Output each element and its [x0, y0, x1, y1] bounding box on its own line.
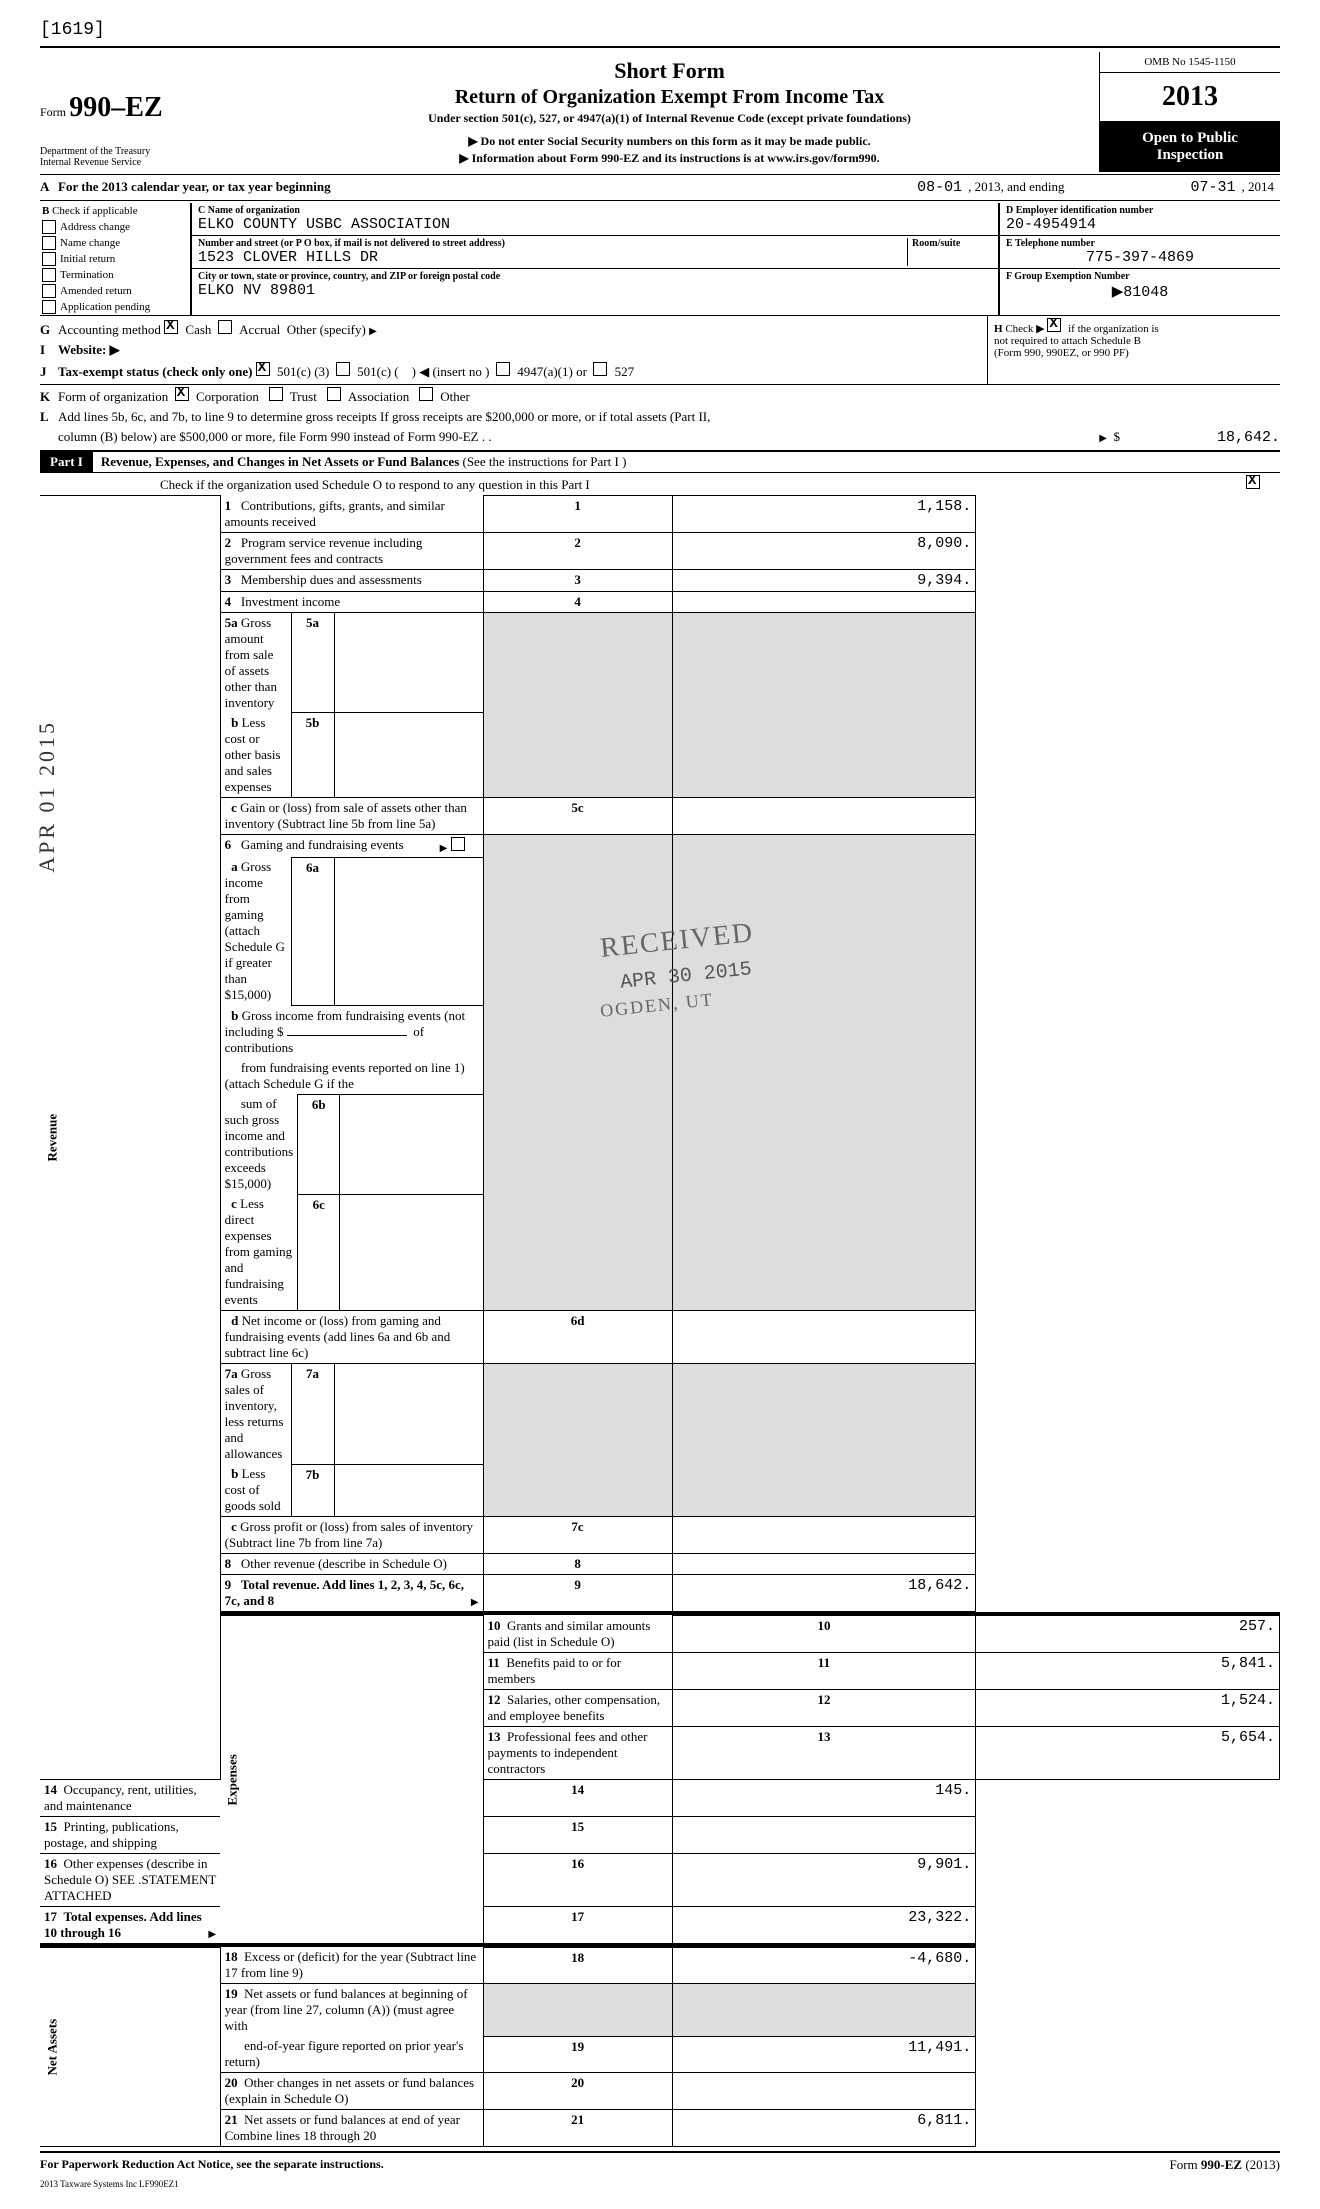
val-6d — [672, 1311, 976, 1364]
line-l-value: 18,642. — [1120, 429, 1280, 446]
val-4 — [672, 591, 976, 612]
header-left: Form 990–EZ Department of the Treasury I… — [40, 52, 240, 172]
chk-527[interactable] — [593, 362, 607, 376]
val-11: 5,841. — [976, 1652, 1280, 1689]
val-18: -4,680. — [672, 1947, 976, 1984]
section-def: D Employer identification number 20-4954… — [999, 203, 1280, 315]
financial-table: Revenue 1 Contributions, gifts, grants, … — [40, 495, 1280, 2147]
val-12: 1,524. — [976, 1689, 1280, 1726]
tax-year-begin: 08-01 — [917, 179, 962, 196]
line-l: L Add lines 5b, 6c, and 7b, to line 9 to… — [40, 407, 1280, 427]
val-3: 9,394. — [672, 569, 976, 591]
subtitle: Under section 501(c), 527, or 4947(a)(1)… — [244, 111, 1095, 126]
form-header: Form 990–EZ Department of the Treasury I… — [40, 52, 1280, 172]
open-to-public: Open to Public Inspection — [1100, 122, 1280, 172]
side-revenue: Revenue — [40, 496, 220, 1780]
chk-accrual[interactable] — [218, 320, 232, 334]
val-9: 18,642. — [672, 1575, 976, 1612]
section-c: C Name of organization ELKO COUNTY USBC … — [191, 203, 999, 315]
chk-initial-return[interactable] — [42, 252, 56, 266]
form-number: 990–EZ — [69, 92, 162, 123]
room-suite-label: Room/suite — [907, 238, 992, 266]
val-7c — [672, 1517, 976, 1554]
chk-app-pending[interactable] — [42, 300, 56, 314]
chk-trust[interactable] — [269, 387, 283, 401]
tax-year: 2013 — [1100, 73, 1280, 122]
val-5c — [672, 797, 976, 834]
chk-h[interactable] — [1047, 318, 1061, 332]
chk-other[interactable] — [419, 387, 433, 401]
omb-number: OMB No 1545-1150 — [1100, 52, 1280, 73]
info-block: B Check if applicable Address change Nam… — [40, 203, 1280, 315]
line-g: G Accounting method Cash Accrual Other (… — [40, 318, 987, 340]
chk-6[interactable] — [451, 837, 465, 851]
footer-tiny: 2013 Taxware Systems Inc LF990EZ1 — [40, 2179, 1280, 2189]
side-netassets: Net Assets — [40, 1947, 220, 2147]
section-b: B Check if applicable Address change Nam… — [40, 203, 191, 315]
side-expenses: Expenses — [220, 1616, 483, 1944]
header-center: Short Form Return of Organization Exempt… — [240, 52, 1099, 172]
chk-501c3[interactable] — [256, 362, 270, 376]
form-990ez-page: [1619] Form 990–EZ Department of the Tre… — [40, 20, 1280, 2189]
ein: 20-4954914 — [1006, 216, 1274, 233]
header-right: OMB No 1545-1150 2013 Open to Public Ins… — [1099, 52, 1280, 172]
telephone: 775-397-4869 — [1006, 249, 1274, 266]
val-20 — [672, 2073, 976, 2110]
line-a: A For the 2013 calendar year, or tax yea… — [40, 177, 1280, 198]
line-k: K Form of organization Corporation Trust… — [40, 384, 1280, 407]
chk-schedO[interactable] — [1246, 475, 1260, 489]
chk-termination[interactable] — [42, 268, 56, 282]
part1-header: Part I Revenue, Expenses, and Changes in… — [40, 450, 1280, 473]
footer: For Paperwork Reduction Act Notice, see … — [40, 2157, 1280, 2173]
chk-corp[interactable] — [175, 387, 189, 401]
instr-info: ▶ Information about Form 990-EZ and its … — [244, 151, 1095, 166]
org-name: ELKO COUNTY USBC ASSOCIATION — [198, 216, 992, 233]
line-j: J Tax-exempt status (check only one) 501… — [40, 360, 987, 382]
val-8 — [672, 1554, 976, 1575]
org-street: 1523 CLOVER HILLS DR — [198, 249, 907, 266]
chk-cash[interactable] — [164, 320, 178, 334]
chk-501c[interactable] — [336, 362, 350, 376]
val-1: 1,158. — [672, 496, 976, 533]
footer-right: Form 990-EZ (2013) — [1169, 2157, 1280, 2173]
section-h: H Check ▶ if the organization is not req… — [987, 316, 1280, 384]
title-return: Return of Organization Exempt From Incom… — [244, 86, 1095, 109]
val-16: 9,901. — [672, 1853, 976, 1906]
part1-schedO: Check if the organization used Schedule … — [40, 473, 1280, 495]
tax-year-end: 07-31 — [1190, 179, 1235, 196]
line-i: I Website: ▶ — [40, 340, 987, 360]
footer-left: For Paperwork Reduction Act Notice, see … — [40, 2157, 384, 2171]
group-exemption: ▶81048 — [1006, 282, 1274, 301]
line-l2: column (B) below) are $500,000 or more, … — [40, 427, 1280, 448]
chk-4947[interactable] — [496, 362, 510, 376]
instr-ssn: ▶ Do not enter Social Security numbers o… — [244, 134, 1095, 149]
val-15 — [672, 1816, 976, 1853]
chk-address-change[interactable] — [42, 220, 56, 234]
chk-name-change[interactable] — [42, 236, 56, 250]
title-short-form: Short Form — [244, 58, 1095, 84]
val-14: 145. — [672, 1779, 976, 1816]
chk-amended[interactable] — [42, 284, 56, 298]
val-17: 23,322. — [672, 1906, 976, 1943]
form-label: Form — [40, 105, 66, 119]
docket-number: [1619] — [40, 20, 1280, 40]
val-19: 11,491. — [672, 2036, 976, 2073]
side-stamp-date: APR 01 2015 — [34, 720, 60, 873]
val-13: 5,654. — [976, 1726, 1280, 1779]
dept-irs: Internal Revenue Service — [40, 157, 240, 168]
org-city: ELKO NV 89801 — [198, 282, 992, 299]
val-2: 8,090. — [672, 532, 976, 569]
val-21: 6,811. — [672, 2110, 976, 2147]
chk-assoc[interactable] — [327, 387, 341, 401]
dept-treasury: Department of the Treasury — [40, 146, 240, 157]
